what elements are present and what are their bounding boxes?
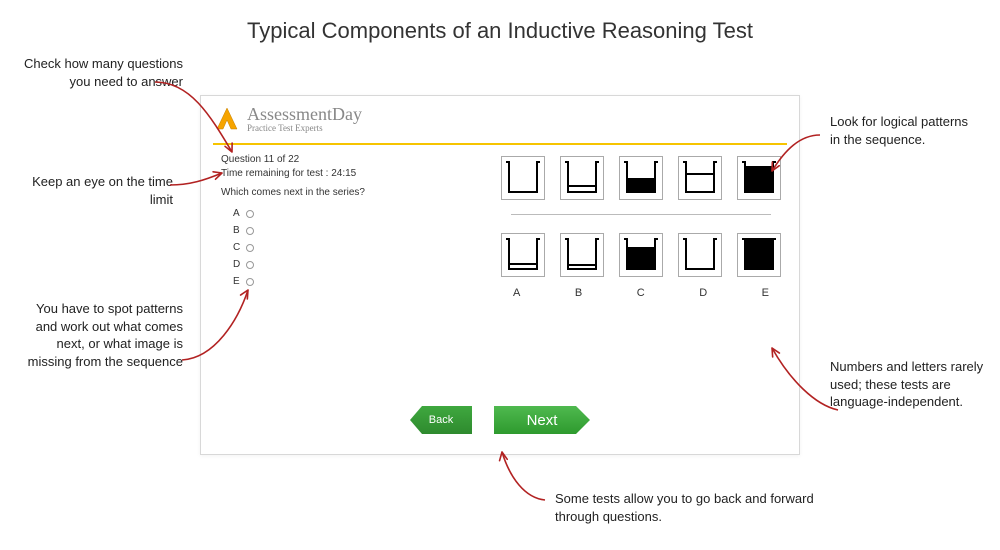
radio-icon xyxy=(246,244,254,252)
figure-option-label: E xyxy=(762,287,769,299)
callout-questions-count: Check how many questions you need to ans… xyxy=(18,55,183,90)
figure-option-label: C xyxy=(637,287,645,299)
next-button[interactable]: Next xyxy=(494,406,590,434)
figure-cell xyxy=(501,233,545,277)
figure-option-label: A xyxy=(513,287,520,299)
radio-icon xyxy=(246,278,254,286)
option-label: E xyxy=(233,276,240,287)
figure-cell xyxy=(678,156,722,200)
option-label: B xyxy=(233,225,240,236)
logo-icon xyxy=(213,105,241,133)
radio-icon xyxy=(246,227,254,235)
callout-spot-patterns: You have to spot patterns and work out w… xyxy=(18,300,183,370)
callout-time-limit: Keep an eye on the time limit xyxy=(18,173,173,208)
figure-cell xyxy=(560,156,604,200)
radio-icon xyxy=(246,261,254,269)
figure-area: A B C D E xyxy=(501,156,781,299)
back-button[interactable]: Back xyxy=(410,406,472,434)
figure-option-label: D xyxy=(699,287,707,299)
arrow-to-nav xyxy=(502,452,545,500)
figure-cell xyxy=(737,156,781,200)
callout-logical-patterns: Look for logical patterns in the sequenc… xyxy=(830,113,980,148)
logo: AssessmentDay Practice Test Experts xyxy=(201,96,799,137)
answer-option-row xyxy=(501,233,781,277)
option-label: A xyxy=(233,208,240,219)
option-label: D xyxy=(233,259,240,270)
logo-name: AssessmentDay xyxy=(247,104,362,125)
row-separator xyxy=(511,214,771,215)
figure-cell xyxy=(678,233,722,277)
nav-buttons: Back Next xyxy=(201,406,799,434)
figure-cell xyxy=(619,156,663,200)
callout-language-independent: Numbers and letters rarely used; these t… xyxy=(830,358,985,411)
figure-cell xyxy=(737,233,781,277)
radio-icon xyxy=(246,210,254,218)
page-title: Typical Components of an Inductive Reaso… xyxy=(0,0,1000,44)
figure-cell xyxy=(501,156,545,200)
sequence-row xyxy=(501,156,781,200)
figure-cell xyxy=(619,233,663,277)
option-label: C xyxy=(233,242,240,253)
divider xyxy=(213,143,787,145)
figure-cell xyxy=(560,233,604,277)
answer-option-labels: A B C D E xyxy=(501,283,781,299)
test-panel: AssessmentDay Practice Test Experts Ques… xyxy=(200,95,800,455)
figure-option-label: B xyxy=(575,287,582,299)
callout-navigation: Some tests allow you to go back and forw… xyxy=(555,490,815,525)
